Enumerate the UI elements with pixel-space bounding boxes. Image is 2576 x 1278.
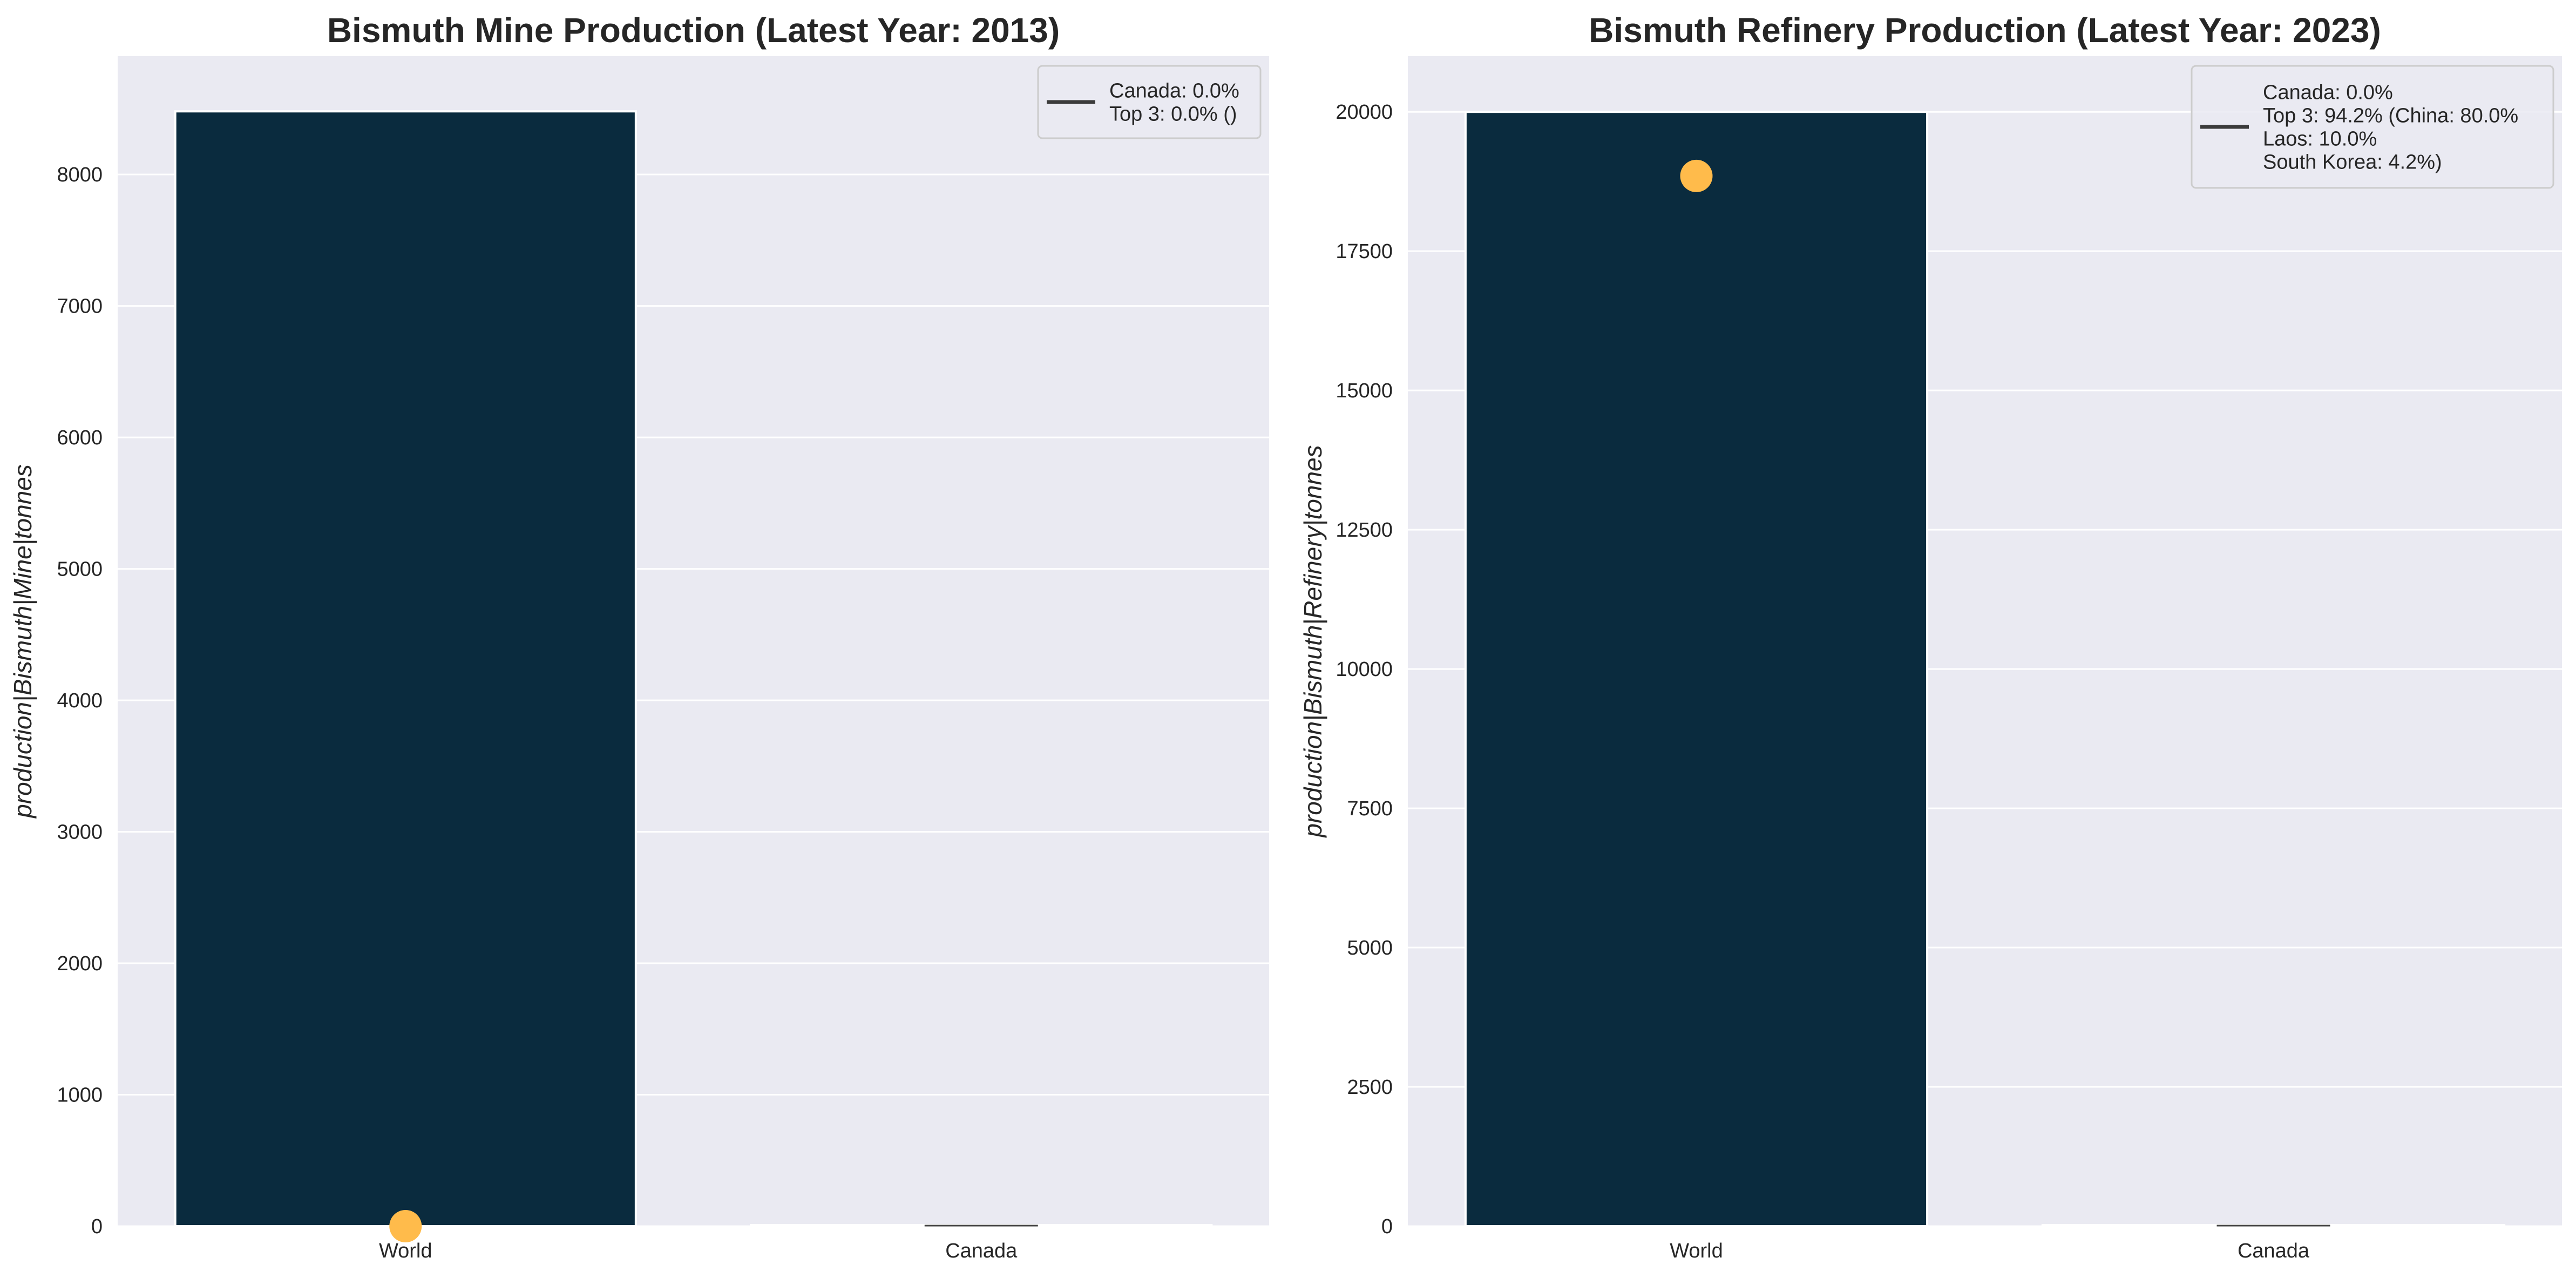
marker-point	[389, 1210, 422, 1242]
x-tick-label: Canada	[2238, 1240, 2310, 1262]
legend-text-line: Canada: 0.0%	[2263, 82, 2393, 104]
x-tick-label: World	[379, 1240, 432, 1262]
y-axis-label: production|Bismuth|Mine|tonnes	[9, 464, 37, 819]
chart-panel-1: 0 1000 2000 3000 4000 5000 6000 7000 8000 World Ca…	[9, 11, 1269, 1262]
legend-text-line: Laos: 10.0%	[2263, 128, 2377, 151]
y-tick-label: 5000	[1347, 937, 1393, 959]
y-tick-label: 5000	[57, 558, 103, 581]
y-tick-label: 0	[91, 1215, 103, 1238]
legend: Canada: 0.0%Top 3: 94.2% (China: 80.0%La…	[2191, 65, 2554, 189]
chart-title: Bismuth Mine Production (Latest Year: 20…	[327, 11, 1060, 50]
legend-text-line: Canada: 0.0%	[1109, 80, 1239, 103]
legend-box	[1037, 65, 1262, 139]
y-tick-label: 7500	[1347, 797, 1393, 820]
y-tick-label: 17500	[1336, 240, 1393, 263]
chart-panel-2: 0 2500 5000 7500 10000 12500 15000 17500 20000 Wo…	[1299, 11, 2562, 1262]
y-tick-label: 15000	[1336, 380, 1393, 402]
legend-text-line: Top 3: 0.0% ()	[1109, 103, 1237, 126]
y-tick-label: 0	[1381, 1215, 1393, 1238]
y-tick-label: 10000	[1336, 658, 1393, 681]
y-tick-label: 2500	[1347, 1076, 1393, 1099]
y-tick-label: 12500	[1336, 519, 1393, 542]
legend-text-line: Top 3: 94.2% (China: 80.0%	[2263, 105, 2518, 127]
y-tick-label: 6000	[57, 427, 103, 449]
y-tick-label: 7000	[57, 295, 103, 318]
legend-box	[2191, 65, 2554, 189]
bar-world	[174, 110, 637, 1227]
y-tick-label: 4000	[57, 689, 103, 712]
legend-text-line: South Korea: 4.2%)	[2263, 151, 2442, 174]
x-tick-label: Canada	[945, 1240, 1018, 1262]
bar-world	[1464, 111, 1929, 1228]
legend: Canada: 0.0%Top 3: 0.0% ()	[1037, 65, 1262, 139]
y-tick-label: 3000	[57, 821, 103, 844]
x-tick-label: World	[1670, 1240, 1723, 1262]
y-tick-label: 8000	[57, 164, 103, 186]
chart-title: Bismuth Refinery Production (Latest Year…	[1589, 11, 2381, 50]
y-tick-label: 20000	[1336, 101, 1393, 124]
y-tick-label: 2000	[57, 952, 103, 975]
y-tick-label: 1000	[57, 1084, 103, 1107]
y-axis-label: production|Bismuth|Refinery|tonnes	[1299, 445, 1327, 838]
marker-point	[1680, 159, 1713, 192]
